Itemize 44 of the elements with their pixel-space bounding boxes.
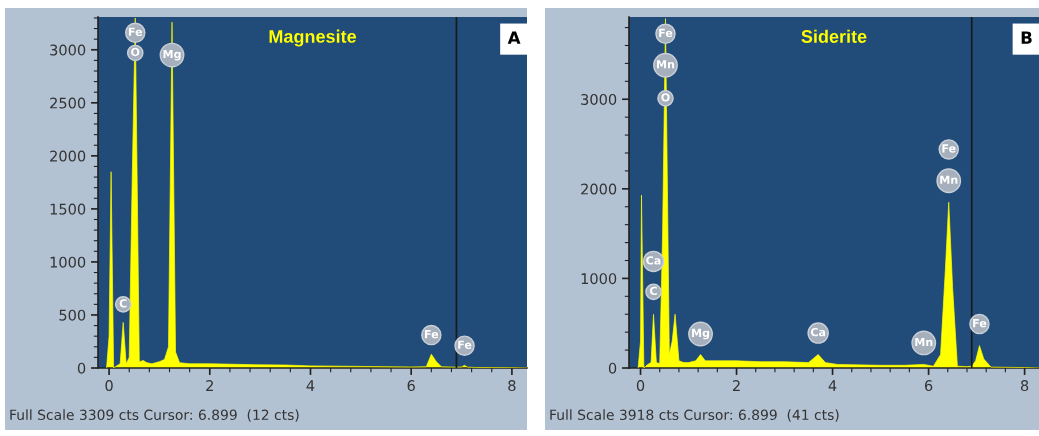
annotation: O	[661, 93, 670, 102]
y-tick-label: 0	[77, 362, 86, 374]
y-tick-label: 2500	[50, 97, 86, 109]
x-tick-label: 2	[206, 380, 213, 391]
annotation: A	[507, 31, 521, 44]
annotation: Fe	[425, 330, 439, 339]
x-tick-label: 2	[732, 380, 740, 391]
annotation: Mg	[163, 49, 181, 61]
annotation: C	[649, 286, 657, 296]
y-tick-label: 3000	[50, 44, 86, 56]
annotation: Fe	[973, 319, 987, 328]
annotation: O	[131, 47, 140, 57]
y-tick-label: 1000	[50, 256, 86, 268]
annotation: Fe	[458, 340, 472, 349]
annotation: Ca	[646, 256, 661, 265]
x-tick-label: 4	[828, 380, 837, 391]
y-tick-label: 2000	[581, 183, 617, 195]
x-tick-label: 6	[924, 380, 933, 392]
y-tick-label: 500	[59, 309, 86, 321]
text: Full Scale 3918 cts Cursor: 6.899 (41 cts)	[550, 409, 839, 422]
annotation: Mn	[657, 60, 675, 69]
text: Magnesite	[269, 29, 357, 47]
annotation: Ca	[810, 327, 826, 337]
x-tick-label: 6	[407, 380, 415, 392]
y-tick-label: 2000	[50, 150, 86, 162]
annotation: Mg	[692, 328, 710, 340]
x-tick-label: 4	[306, 380, 315, 391]
text: Full Scale 3309 cts Cursor: 6.899 (12 cts)	[10, 409, 299, 422]
x-tick-label: 0	[636, 380, 645, 392]
annotation: Fe	[128, 27, 143, 37]
annotation: Fe	[659, 28, 673, 38]
annotation: Fe	[942, 144, 956, 153]
x-tick-label: 0	[105, 380, 113, 392]
y-tick-label: 3000	[581, 93, 617, 105]
annotation: B	[1021, 31, 1032, 44]
x-tick-label: 8	[1020, 380, 1029, 392]
text: Siderite	[801, 29, 867, 43]
y-tick-label: 1000	[581, 273, 617, 285]
y-tick-label: 1500	[50, 203, 86, 215]
x-tick-label: 8	[508, 380, 516, 392]
y-tick-label: 0	[608, 362, 617, 374]
annotation: Mn	[940, 175, 958, 184]
annotation: Mn	[915, 337, 933, 346]
annotation: C	[119, 299, 127, 308]
